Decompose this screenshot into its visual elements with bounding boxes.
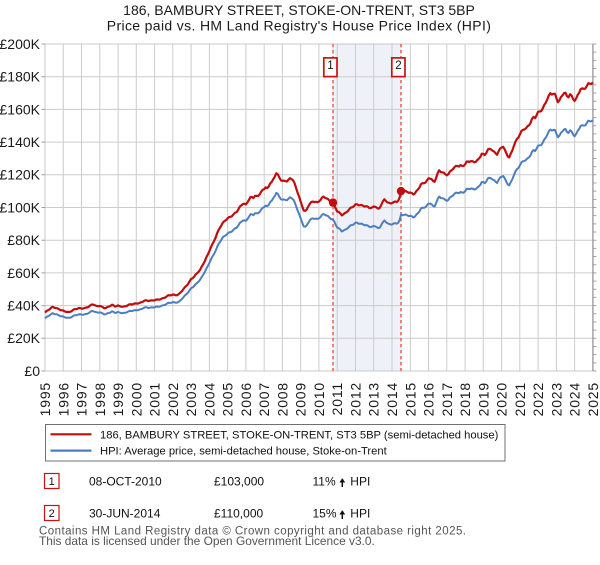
- svg-text:2013: 2013: [366, 382, 382, 416]
- svg-text:2007: 2007: [256, 382, 272, 416]
- svg-text:2000: 2000: [128, 382, 144, 416]
- svg-text:2003: 2003: [183, 382, 199, 416]
- svg-text:Contains HM Land Registry data: Contains HM Land Registry data © Crown c…: [39, 525, 466, 537]
- svg-text:£140K: £140K: [0, 134, 41, 150]
- svg-text:1999: 1999: [110, 382, 126, 416]
- svg-text:30-JUN-2014: 30-JUN-2014: [89, 506, 161, 520]
- svg-text:186, BAMBURY STREET, STOKE-ON-: 186, BAMBURY STREET, STOKE-ON-TRENT, ST3…: [100, 429, 499, 441]
- svg-text:1: 1: [49, 476, 55, 488]
- svg-text:2019: 2019: [475, 382, 491, 416]
- svg-text:HPI: HPI: [350, 506, 370, 520]
- svg-text:£80K: £80K: [7, 232, 40, 248]
- svg-text:2010: 2010: [311, 382, 327, 416]
- svg-text:£20K: £20K: [7, 330, 40, 346]
- svg-text:2017: 2017: [439, 382, 455, 416]
- svg-text:This data is licensed under th: This data is licensed under the Open Gov…: [39, 534, 375, 548]
- svg-text:2011: 2011: [329, 382, 345, 415]
- svg-text:2016: 2016: [421, 382, 437, 416]
- svg-text:2024: 2024: [567, 382, 583, 416]
- svg-text:2002: 2002: [165, 382, 181, 416]
- svg-text:08-OCT-2010: 08-OCT-2010: [89, 474, 162, 488]
- svg-text:2014: 2014: [384, 382, 400, 416]
- svg-text:2022: 2022: [530, 382, 546, 416]
- svg-text:2025: 2025: [585, 382, 600, 416]
- svg-text:HPI: Average price, semi-detac: HPI: Average price, semi-detached house,…: [100, 446, 388, 458]
- svg-text:2020: 2020: [494, 382, 510, 416]
- svg-text:£40K: £40K: [7, 298, 40, 314]
- svg-text:11%: 11%: [313, 474, 336, 488]
- svg-text:2: 2: [49, 508, 55, 520]
- svg-text:£103,000: £103,000: [214, 474, 264, 488]
- svg-text:2018: 2018: [457, 382, 473, 416]
- svg-text:2004: 2004: [201, 382, 217, 416]
- svg-text:186, BAMBURY STREET, STOKE-ON-: 186, BAMBURY STREET, STOKE-ON-TRENT, ST3…: [123, 2, 475, 18]
- svg-text:2015: 2015: [402, 382, 418, 416]
- svg-text:1997: 1997: [74, 382, 90, 416]
- svg-text:2021: 2021: [512, 382, 528, 416]
- svg-text:£0: £0: [24, 363, 40, 379]
- svg-text:HPI: HPI: [350, 474, 370, 488]
- svg-text:Price paid vs. HM Land Registr: Price paid vs. HM Land Registry's House …: [107, 18, 491, 34]
- svg-text:£100K: £100K: [0, 199, 41, 215]
- svg-text:£120K: £120K: [0, 167, 41, 183]
- svg-text:£200K: £200K: [0, 36, 41, 52]
- svg-text:1995: 1995: [37, 382, 53, 416]
- svg-text:£180K: £180K: [0, 69, 41, 85]
- svg-text:2001: 2001: [147, 382, 163, 416]
- svg-text:2: 2: [395, 60, 401, 72]
- svg-text:15%: 15%: [313, 506, 337, 520]
- svg-text:2012: 2012: [348, 382, 364, 416]
- svg-text:2009: 2009: [293, 382, 309, 416]
- svg-text:2005: 2005: [220, 382, 236, 416]
- svg-text:1996: 1996: [55, 382, 71, 416]
- svg-text:£160K: £160K: [0, 101, 41, 117]
- svg-text:2023: 2023: [548, 382, 564, 416]
- svg-text:£60K: £60K: [7, 265, 40, 281]
- svg-text:1: 1: [327, 60, 333, 72]
- svg-text:1998: 1998: [92, 382, 108, 416]
- svg-text:£110,000: £110,000: [214, 506, 263, 520]
- svg-text:2006: 2006: [238, 382, 254, 416]
- svg-text:2008: 2008: [274, 382, 290, 416]
